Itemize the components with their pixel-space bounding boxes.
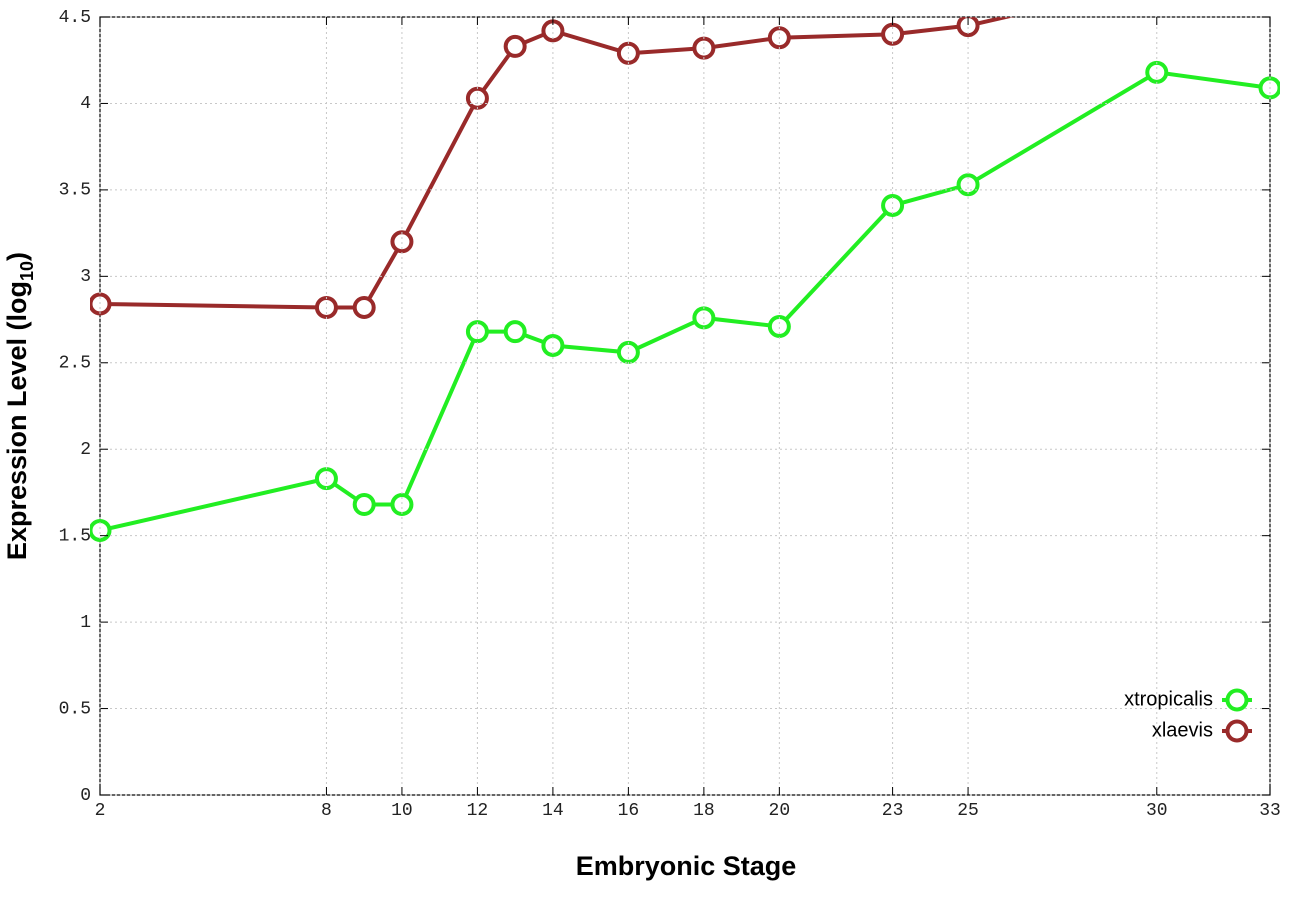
data-point [390,493,414,517]
y-tick-label: 2 [80,440,91,460]
x-tick-label: 18 [693,801,715,821]
x-axis-label: Embryonic Stage [576,851,797,881]
data-point [956,17,980,38]
y-tick-label: 4 [80,94,91,114]
y-tick-label: 0.5 [59,699,91,719]
y-tick-label: 1 [80,613,91,633]
x-tick-label: 30 [1146,801,1168,821]
data-point [503,34,527,58]
y-tick-label: 1.5 [59,526,91,546]
y-tick-label: 0 [80,786,91,806]
legend-swatch-marker [1225,688,1249,712]
x-tick-label: 8 [321,801,332,821]
plot-border [99,16,1271,796]
data-point [956,173,980,197]
x-tick-label: 23 [882,801,904,821]
y-label-sub: 10 [17,261,37,281]
y-tick-label: 3 [80,267,91,287]
x-tick-label: 33 [1259,801,1281,821]
data-point [352,493,376,517]
x-tick-label: 14 [542,801,564,821]
y-label-main: Expression Level (log [2,281,32,560]
data-point [767,314,791,338]
data-point [503,320,527,344]
data-point [881,193,905,217]
y-axis-label: Expression Level (log10) [2,252,37,560]
legend-label: xtropicalis [1124,688,1213,710]
series-line [99,70,1271,533]
y-tick-label: 3.5 [59,181,91,201]
y-label-end: ) [2,252,32,261]
legend-label: xlaevis [1152,719,1213,741]
x-tick-label: 25 [957,801,979,821]
data-point [352,295,376,319]
plot-area [90,17,1280,542]
x-tick-label: 10 [391,801,413,821]
x-tick-label: 20 [769,801,791,821]
legend-swatch-marker [1225,719,1249,743]
x-tick-label: 12 [467,801,489,821]
data-point [541,333,565,357]
y-tick-label: 4.5 [59,8,91,28]
x-tick-label: 2 [95,801,106,821]
y-tick-label: 2.5 [59,354,91,374]
x-tick-label: 16 [618,801,640,821]
